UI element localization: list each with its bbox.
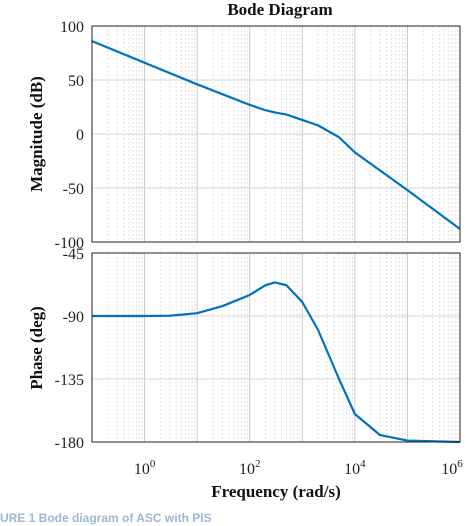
- magnitude-y-tick-label: 50: [68, 73, 84, 90]
- magnitude-panel: 100 50 0 -50 -100 Magnitude (dB): [27, 19, 461, 252]
- phase-y-tick-label: -90: [63, 309, 84, 326]
- chart-title: Bode Diagram: [227, 0, 332, 19]
- magnitude-series-line: [91, 40, 461, 230]
- magnitude-y-tick-label: -100: [55, 235, 84, 252]
- magnitude-axes-box: [91, 25, 461, 243]
- x-tick-label: 106: [441, 458, 463, 478]
- phase-grid: [92, 252, 460, 443]
- figure-caption: URE 1 Bode diagram of ASC with PIS: [0, 511, 212, 525]
- x-tick-label: 100: [134, 458, 156, 478]
- x-tick-label: 102: [239, 458, 261, 478]
- phase-y-ticks: -45 -90 -135 -180: [55, 246, 84, 452]
- phase-axes-box: [91, 252, 461, 443]
- magnitude-y-tick-label: 100: [60, 19, 84, 36]
- phase-panel: -45-90-135-180 Phase (deg) 100 102 104 106 …: [27, 246, 463, 501]
- magnitude-y-tick-label: 0: [76, 127, 84, 144]
- magnitude-y-tick-label: -50: [63, 181, 84, 198]
- phase-y-tick-label: -180: [55, 435, 84, 452]
- magnitude-ylabel: Magnitude (dB): [27, 76, 46, 192]
- magnitude-y-ticks: 100 50 0 -50 -100: [55, 19, 84, 252]
- phase-series-line: [92, 281, 461, 444]
- phase-y-tick-label: -135: [55, 372, 84, 389]
- phase-y-tick-label: -45: [63, 246, 84, 263]
- x-tick-labels: 100 102 104 106: [134, 458, 463, 478]
- x-tick-label: 104: [344, 458, 366, 478]
- phase-plot-area: [92, 253, 460, 442]
- phase-ylabel: Phase (deg): [27, 306, 46, 390]
- x-axis-label: Frequency (rad/s): [211, 482, 341, 501]
